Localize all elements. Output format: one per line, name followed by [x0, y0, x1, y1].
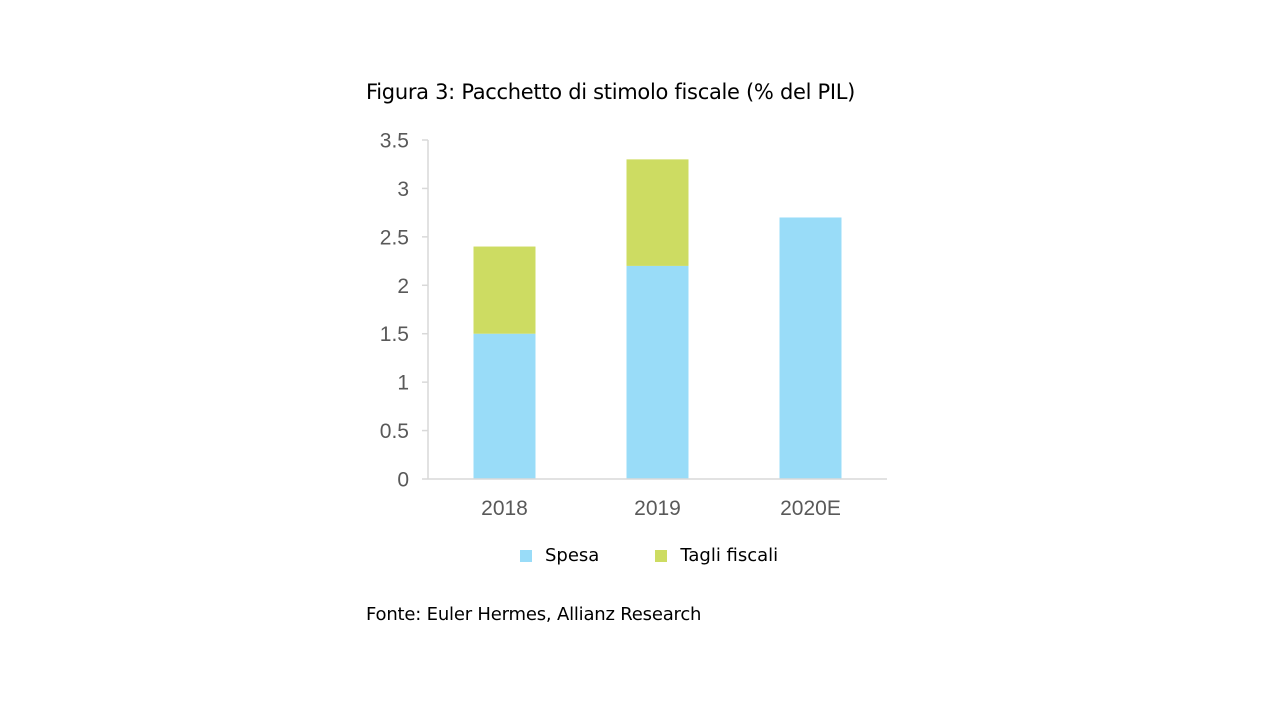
y-tick-label: 0 [397, 469, 409, 492]
source-note: Fonte: Euler Hermes, Allianz Research [366, 604, 702, 625]
y-tick-label: 2 [397, 275, 409, 298]
y-axis: 0 0.5 1 1.5 2 2.5 3 3.5 [380, 130, 429, 492]
bar-spesa-2019 [626, 265, 689, 479]
legend: Spesa Tagli fiscali [520, 545, 834, 566]
y-tick-label: 1.5 [380, 323, 409, 346]
x-axis: 2018 2019 2020E [428, 478, 887, 520]
legend-swatch-tagli-fiscali [655, 549, 668, 562]
y-tick-label: 2.5 [380, 226, 409, 249]
bar-spesa-2018 [473, 333, 536, 479]
legend-label-tagli-fiscali: Tagli fiscali [680, 545, 779, 566]
y-tick-label: 1 [397, 372, 409, 395]
legend-label-spesa: Spesa [545, 545, 600, 566]
chart-title: Figura 3: Pacchetto di stimolo fiscale (… [366, 80, 856, 104]
bars [473, 159, 842, 479]
bar-spesa-2020e [779, 217, 842, 479]
legend-item-tagli-fiscali: Tagli fiscali [655, 545, 778, 566]
y-tick-label: 3 [397, 178, 409, 201]
x-tick-label: 2019 [634, 497, 681, 520]
x-tick-label: 2020E [780, 497, 841, 520]
legend-swatch-spesa [520, 549, 532, 562]
x-tick-label: 2018 [481, 497, 528, 520]
bar-tagli-fiscali-2019 [626, 159, 689, 266]
y-tick-label: 3.5 [380, 130, 409, 153]
y-tick-label: 0.5 [380, 420, 409, 443]
bar-tagli-fiscali-2018 [473, 246, 536, 334]
legend-item-spesa: Spesa [520, 545, 599, 566]
